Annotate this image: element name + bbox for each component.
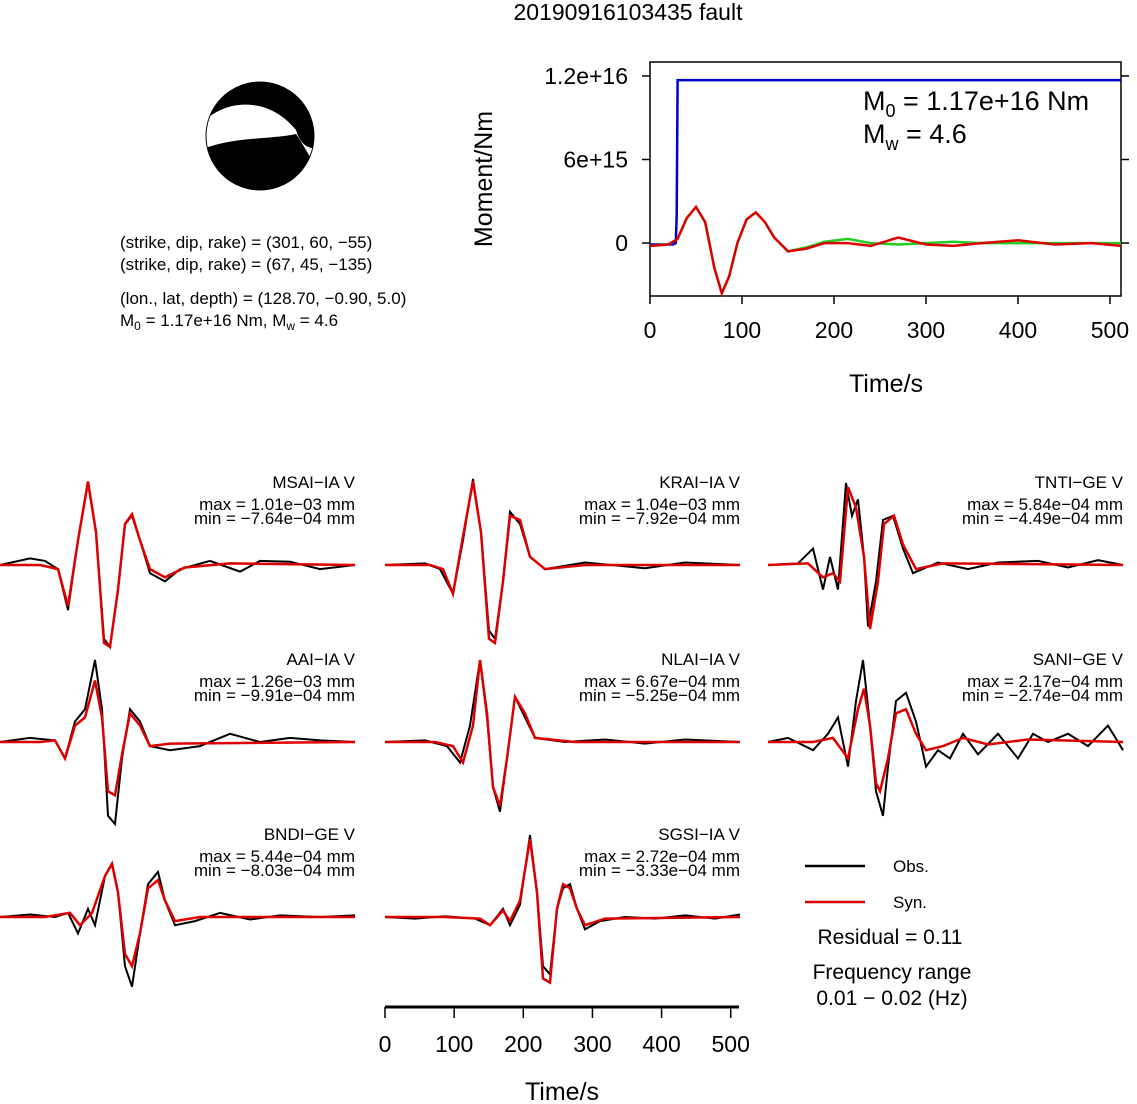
moment-y-tick-label: 6e+15 [563, 147, 628, 173]
station-name: SGSI−IA V [658, 825, 740, 844]
station-min: min = −4.49e−04 mm [962, 509, 1123, 528]
station-min: min = −5.25e−04 mm [579, 686, 740, 705]
synthetic-trace [767, 486, 1124, 630]
station-max: max = 5.44e−04 mm [199, 847, 355, 866]
waveform-time-axis: 0 100 200 300 400 500 [379, 1005, 750, 1057]
moment-series-rate-b [649, 204, 1122, 297]
station-max: max = 1.01e−03 mm [199, 495, 355, 514]
moment-series-cumulative [650, 78, 1121, 246]
observed-trace [767, 659, 1124, 817]
legend: Obs. Syn. [805, 857, 929, 912]
beachball-icon [205, 81, 315, 191]
station-max: max = 2.72e−04 mm [584, 847, 740, 866]
station-name: AAI−IA V [286, 650, 355, 669]
waveform-x-tick-label: 200 [504, 1031, 542, 1057]
station-max: max = 5.84e−04 mm [967, 495, 1123, 514]
moment-x-tick-label: 0 [644, 317, 657, 343]
legend-obs-label: Obs. [893, 857, 929, 876]
moment-y-label: Moment/Nm [470, 111, 498, 247]
observed-trace [767, 482, 1124, 627]
waveform-x-label: Time/s [525, 1078, 599, 1104]
station-max: max = 1.26e−03 mm [199, 672, 355, 691]
moment-x-tick-label: 100 [723, 317, 761, 343]
mw-annotation: Mw = 4.6 [863, 119, 967, 154]
moment-y-tick-label: 0 [615, 230, 628, 256]
synthetic-trace [0, 860, 355, 970]
station-min: min = −3.33e−04 mm [579, 861, 740, 880]
station-max: max = 2.17e−04 mm [967, 672, 1123, 691]
moment-x-tick-label: 500 [1091, 317, 1129, 343]
waveform-x-tick-label: 400 [642, 1031, 680, 1057]
synthetic-trace [385, 481, 740, 646]
synthetic-trace [768, 688, 1124, 795]
station-min: min = −8.03e−04 mm [194, 861, 355, 880]
figure-title: 20190916103435 fault [514, 0, 744, 25]
synthetic-trace [385, 838, 741, 985]
station-max: max = 1.04e−03 mm [584, 495, 740, 514]
synthetic-trace [0, 680, 356, 798]
station-name: BNDI−GE V [264, 825, 356, 844]
synthetic-trace [0, 481, 356, 650]
waveform-x-tick-label: 0 [379, 1031, 392, 1057]
moment-plot-frame [649, 61, 1122, 297]
moment-x-tick-label: 400 [999, 317, 1037, 343]
moment-series-rate-a [649, 204, 1121, 297]
synthetic-trace [385, 659, 740, 807]
observed-trace [0, 860, 356, 988]
station-min: min = −2.74e−04 mm [962, 686, 1123, 705]
plane1-text: (strike, dip, rake) = (301, 60, −55) [120, 233, 372, 252]
station-min: min = −9.91e−04 mm [194, 686, 355, 705]
station-name: MSAI−IA V [272, 473, 355, 492]
waveform-x-tick-label: 100 [435, 1031, 473, 1057]
m0-annotation: M0 = 1.17e+16 Nm [863, 86, 1089, 121]
moment-x-label: Time/s [849, 370, 923, 398]
moment-x-tick-label: 200 [815, 317, 853, 343]
moment-text: M0 = 1.17e+16 Nm, Mw = 4.6 [120, 311, 338, 333]
station-name: NLAI−IA V [661, 650, 741, 669]
station-min: min = −7.64e−04 mm [194, 509, 355, 528]
station-name: TNTI−GE V [1035, 473, 1124, 492]
frequency-range: 0.01 − 0.02 (Hz) [816, 987, 967, 1010]
moment-y-tick-label: 1.2e+16 [544, 63, 628, 89]
residual-text: Residual = 0.11 [818, 926, 963, 949]
frequency-title: Frequency range [813, 961, 972, 984]
station-name: KRAI−IA V [659, 473, 740, 492]
legend-syn-label: Syn. [893, 893, 927, 912]
waveform-x-tick-label: 300 [573, 1031, 611, 1057]
waveform-x-tick-label: 500 [712, 1031, 750, 1057]
station-max: max = 6.67e−04 mm [584, 672, 740, 691]
moment-x-tick-label: 300 [907, 317, 945, 343]
station-min: min = −7.92e−04 mm [579, 509, 740, 528]
station-name: SANI−GE V [1033, 650, 1124, 669]
plane2-text: (strike, dip, rake) = (67, 45, −135) [120, 255, 372, 274]
location-text: (lon., lat, depth) = (128.70, −0.90, 5.0… [120, 289, 406, 308]
